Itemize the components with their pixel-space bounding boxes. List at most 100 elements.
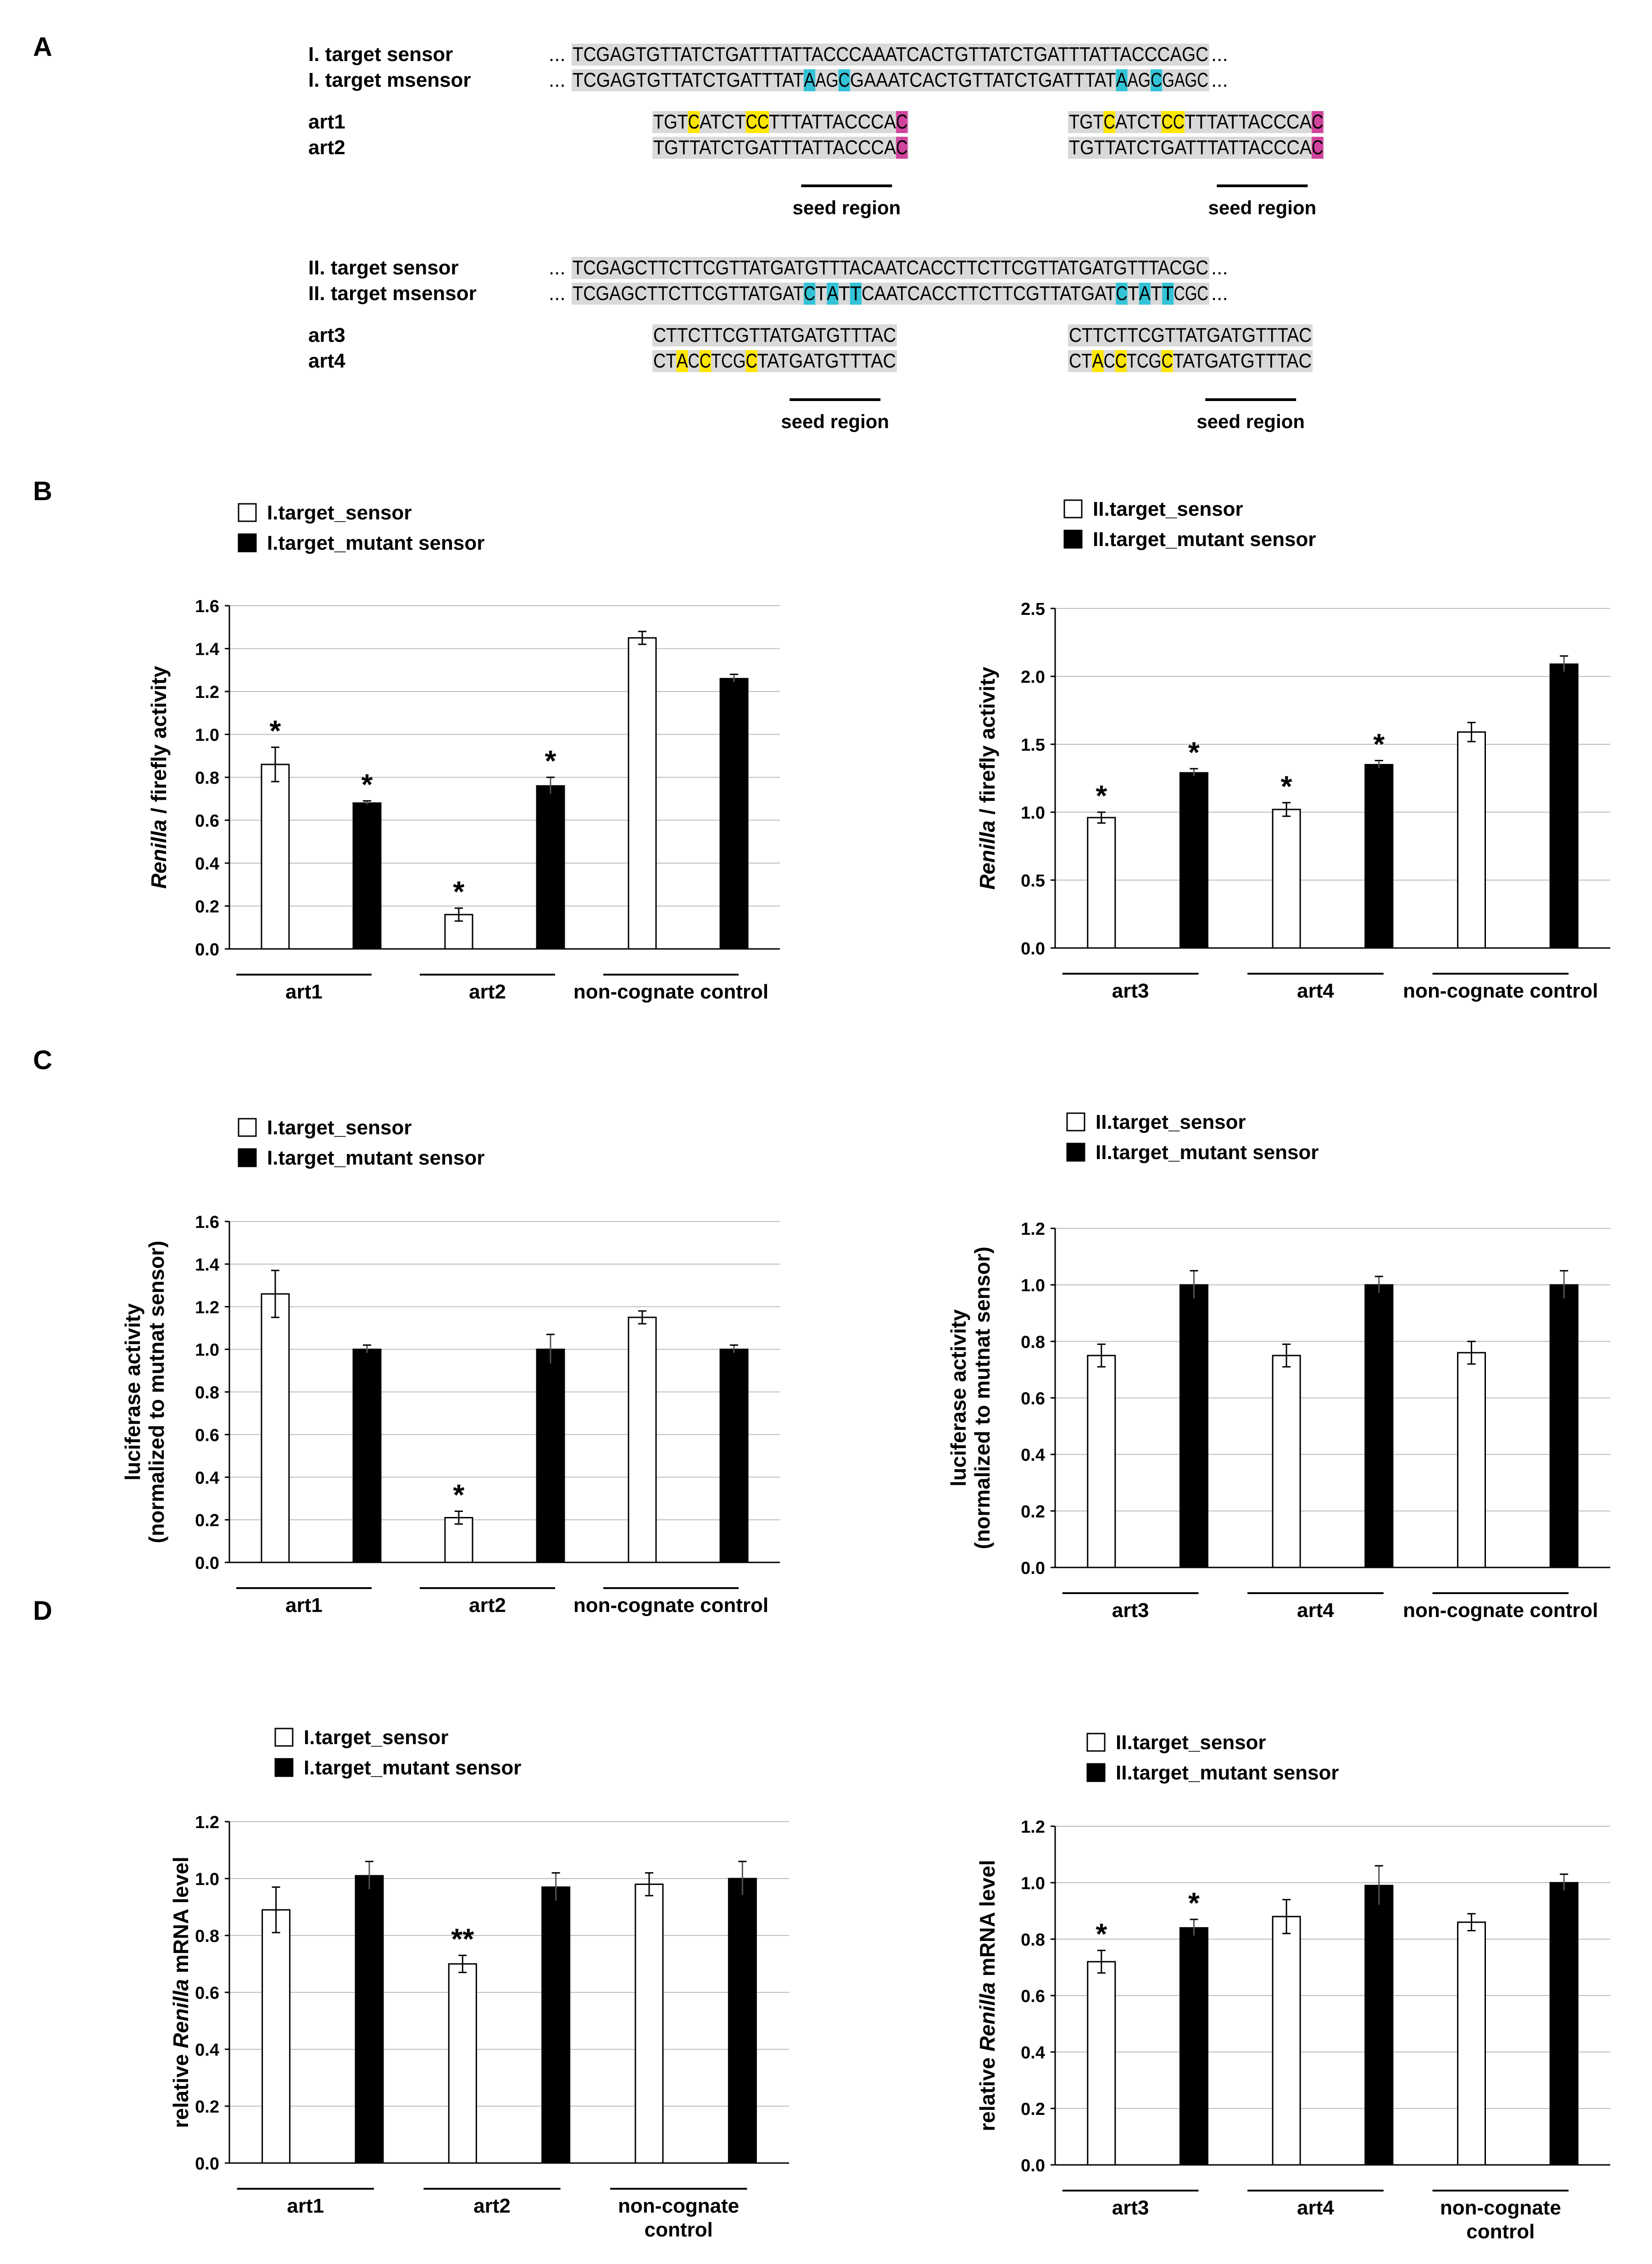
nucleotide-segment: AG [815, 69, 838, 91]
bar-sensor [444, 1517, 473, 1563]
y-axis-label-part: relative [169, 2048, 193, 2128]
y-tick-label: 0.4 [195, 854, 219, 874]
significance-mark: * [1096, 779, 1107, 812]
mutation-highlight-cyan [850, 283, 862, 305]
x-group-label: control [1466, 2220, 1535, 2243]
y-tick-label: 1.4 [195, 1255, 219, 1275]
bar-mutant-sensor [536, 1349, 565, 1563]
nucleotide-segment: AG [1128, 69, 1151, 91]
y-tick-label: 1.6 [195, 1213, 219, 1232]
y-axis-label-part: / firefly activity [147, 666, 171, 820]
y-tick-label: 0.2 [195, 2097, 219, 2117]
x-group-label: art2 [469, 1594, 506, 1617]
nucleotide-segment: CC [1162, 111, 1185, 133]
legend-swatch-open [1063, 499, 1083, 519]
y-tick-label: 0.2 [1021, 2100, 1045, 2119]
nucleotide-segment: C [804, 282, 815, 305]
significance-mark: * [1096, 1918, 1107, 1951]
ellipsis-prefix: ... [549, 43, 566, 66]
nucleotide-segment: C [839, 69, 850, 91]
ellipsis-prefix: ... [549, 282, 566, 305]
bar-sensor [261, 1293, 290, 1563]
y-axis-label-part: Renilla [975, 820, 999, 890]
block-ii-art3-left-sequence: CTTCTTCGTTATGATGTTTAC [652, 324, 897, 346]
y-axis-label-part: mRNA level [169, 1857, 193, 1979]
bar-sensor [628, 1316, 657, 1563]
x-group-label: art1 [287, 2195, 324, 2217]
x-group-label: non-cognate control [573, 1594, 768, 1617]
block-ii-sequence-row-2: TCGAGCTTCTTCGTTATGAT C T A T T CAATCACCTTCTTCG… [572, 282, 1209, 305]
mutation-highlight-yellow [1161, 350, 1173, 372]
sequence-background [572, 283, 1209, 305]
mutation-highlight-cyan [804, 283, 816, 305]
legend-label: II.target_mutant sensor [1096, 1141, 1319, 1164]
nucleotide-segment: CTTCTTCGTTATGATGTTTAC [1069, 324, 1312, 346]
legend-swatch-filled [1066, 1143, 1085, 1162]
bar-mutant-sensor [1179, 1927, 1208, 2166]
bar-mutant-sensor [1549, 663, 1579, 949]
block-i-row-label-2: I. target msensor [308, 69, 471, 91]
y-tick-label: 0.8 [195, 1927, 219, 1946]
mutation-highlight-cyan [1116, 283, 1128, 305]
y-axis-label-part: relative [975, 2052, 999, 2131]
mutation-highlight-magenta [1312, 137, 1324, 159]
y-tick-label: 0.4 [1021, 2043, 1045, 2063]
bar-mutant-sensor [355, 1875, 384, 2164]
nucleotide-segment: TGT [1069, 111, 1104, 133]
significance-mark: * [270, 714, 281, 747]
legend-swatch-open [238, 503, 257, 522]
legend-swatch-filled [238, 1148, 257, 1167]
nucleotide-segment: TGTTATCTGATTTATTACCCA [653, 136, 896, 159]
nucleotide-segment: TTTATTACCCA [1185, 111, 1312, 133]
y-tick-label: 0.6 [195, 812, 219, 831]
block-ii-art4-left-sequence: CT A C C TCG C TATGATGTTTAC [652, 350, 897, 372]
nucleotide-segment: ATCT [1115, 111, 1162, 133]
block-i-row-label-1: I. target sensor [308, 43, 453, 66]
y-tick-label: 1.6 [195, 597, 219, 616]
y-tick-label: 0.4 [1021, 1446, 1045, 1465]
nucleotide-segment: TCGAGCTTCTTCGTTATGAT [573, 282, 804, 305]
sequence-background [572, 69, 1209, 91]
sequence-background [1068, 137, 1324, 159]
y-axis-label-part: Renilla [147, 820, 171, 889]
nucleotide-segment: TCG [711, 350, 746, 372]
chart-b-left: I.target_sensor I.target_mutant sensor 0.0… [147, 502, 780, 1003]
block-ii-seed-label-right: seed region [1196, 411, 1305, 432]
block-i-seed-label-right: seed region [1208, 197, 1317, 218]
significance-mark: ** [451, 1922, 474, 1955]
chart-d-left: I.target_sensor I.target_mutant sensor 0.0… [169, 1726, 789, 2241]
y-tick-label: 0.5 [1021, 871, 1045, 891]
nucleotide-segment: C [746, 350, 757, 372]
y-tick-label: 0.0 [1021, 1559, 1045, 1578]
mutation-highlight-magenta [896, 137, 908, 159]
nucleotide-segment: C [1104, 111, 1115, 133]
y-axis-label-part: Renilla [975, 1982, 999, 2052]
y-tick-label: 1.5 [1021, 736, 1045, 755]
nucleotide-segment: GAGC [1162, 69, 1208, 91]
mutation-highlight-magenta [1312, 111, 1324, 133]
ellipsis-suffix: ... [1211, 43, 1228, 66]
y-tick-label: 1.0 [1021, 803, 1045, 823]
x-group-label: non-cognate control [573, 981, 768, 1003]
y-tick-label: 0.0 [195, 940, 219, 959]
legend-swatch-open [1066, 1112, 1085, 1132]
y-tick-label: 1.2 [195, 683, 219, 702]
nucleotide-segment: TCGAGCTTCTTCGTTATGATGTTTACAATCACCTTCTTCG… [573, 257, 1208, 279]
x-group-label: art1 [285, 1594, 323, 1617]
nucleotide-segment: A [676, 350, 688, 372]
significance-mark: * [1281, 770, 1292, 803]
nucleotide-segment: ATCT [700, 111, 746, 133]
nucleotide-segment: GAAATCACTGTTATCTGATTTAT [850, 69, 1116, 91]
mutation-highlight-cyan [1162, 283, 1174, 305]
mutation-highlight-cyan [1139, 283, 1151, 305]
y-tick-label: 1.0 [195, 1341, 219, 1360]
nucleotide-segment: C [688, 350, 700, 372]
bar-mutant-sensor [541, 1886, 571, 2164]
bar-sensor [1457, 731, 1486, 949]
chart-c-left: I.target_sensor I.target_mutant sensor 0.0… [121, 1116, 780, 1617]
legend-swatch-open [1086, 1733, 1106, 1752]
y-tick-label: 0.6 [1021, 1987, 1045, 2006]
y-axis-label-part: mRNA level [975, 1860, 999, 1982]
y-tick-label: 1.0 [195, 1870, 219, 1889]
mutation-highlight-cyan [827, 283, 839, 305]
